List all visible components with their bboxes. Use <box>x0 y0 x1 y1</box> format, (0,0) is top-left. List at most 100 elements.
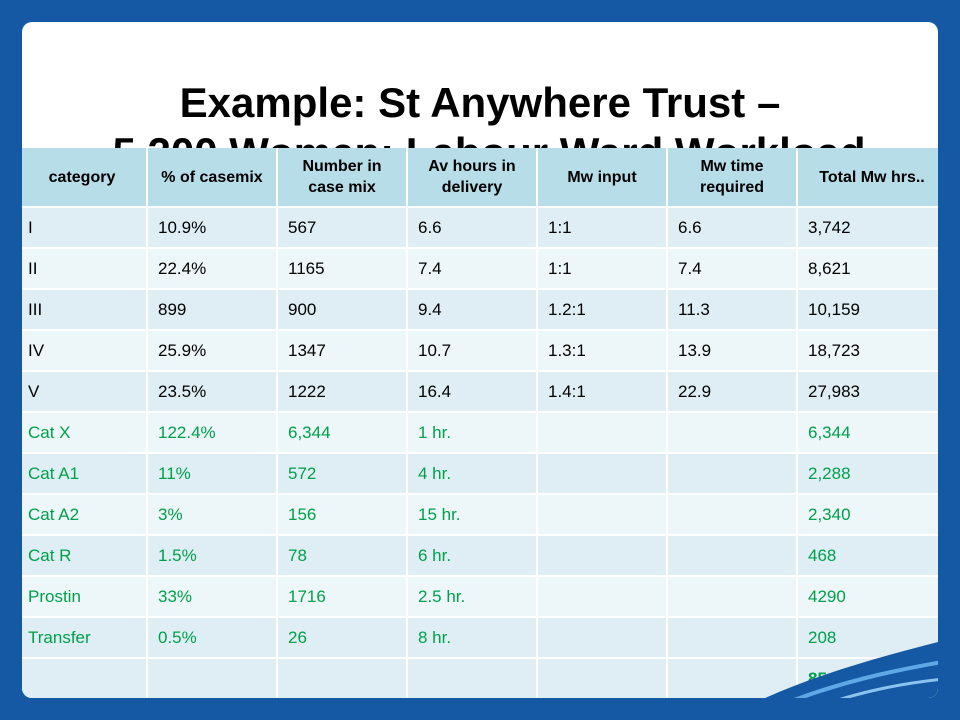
cell-number-case-mix: 6,344 <box>278 413 408 454</box>
table-header-row: category % of casemix Number in case mix… <box>22 148 938 208</box>
cell-total-mw-hrs: 27,983 <box>798 372 938 413</box>
table-total-row: 85,166 hrs.. <box>22 659 938 698</box>
cell-total-mw-hrs: 6,344 <box>798 413 938 454</box>
cell-av-hours: 2.5 hr. <box>408 577 538 618</box>
cell-mw-input: 1.4:1 <box>538 372 668 413</box>
cell-mw-input: 1:1 <box>538 208 668 249</box>
cell-av-hours: 7.4 <box>408 249 538 290</box>
title-line-1: Example: St Anywhere Trust – <box>179 79 781 127</box>
table-row: Prostin 33% 1716 2.5 hr. 4290 <box>22 577 938 618</box>
cell-number-case-mix: 1222 <box>278 372 408 413</box>
cell-mw-input <box>538 618 668 659</box>
cell-av-hours: 6 hr. <box>408 536 538 577</box>
total-empty-cell <box>668 659 798 698</box>
cell-av-hours: 10.7 <box>408 331 538 372</box>
cell-total-mw-hrs: 4290 <box>798 577 938 618</box>
workload-table-container: category % of casemix Number in case mix… <box>22 148 938 698</box>
cell-percent-casemix: 10.9% <box>148 208 278 249</box>
cell-mw-time <box>668 495 798 536</box>
table-row: II 22.4% 1165 7.4 1:1 7.4 8,621 <box>22 249 938 290</box>
cell-av-hours: 1 hr. <box>408 413 538 454</box>
cell-mw-input: 1.3:1 <box>538 331 668 372</box>
cell-mw-time: 7.4 <box>668 249 798 290</box>
cell-percent-casemix: 33% <box>148 577 278 618</box>
cell-av-hours: 6.6 <box>408 208 538 249</box>
cell-total-mw-hrs: 18,723 <box>798 331 938 372</box>
cell-mw-input: 1:1 <box>538 249 668 290</box>
cell-av-hours: 15 hr. <box>408 495 538 536</box>
cell-percent-casemix: 22.4% <box>148 249 278 290</box>
cell-mw-time <box>668 454 798 495</box>
workload-table: category % of casemix Number in case mix… <box>22 148 938 698</box>
header-total-mw-hrs: Total Mw hrs.. <box>798 148 938 208</box>
header-mw-input: Mw input <box>538 148 668 208</box>
cell-mw-time: 22.9 <box>668 372 798 413</box>
table-body: I 10.9% 567 6.6 1:1 6.6 3,742 II 22.4% 1165 7.4 1:1… <box>22 208 938 659</box>
header-number-case-mix: Number in case mix <box>278 148 408 208</box>
cell-mw-input <box>538 454 668 495</box>
cell-number-case-mix: 156 <box>278 495 408 536</box>
cell-av-hours: 4 hr. <box>408 454 538 495</box>
total-empty-cell <box>278 659 408 698</box>
cell-number-case-mix: 1347 <box>278 331 408 372</box>
total-empty-cell <box>22 659 148 698</box>
cell-av-hours: 8 hr. <box>408 618 538 659</box>
cell-category: Transfer <box>22 618 148 659</box>
cell-total-mw-hrs: 3,742 <box>798 208 938 249</box>
cell-percent-casemix: 3% <box>148 495 278 536</box>
cell-mw-input <box>538 536 668 577</box>
table-row: I 10.9% 567 6.6 1:1 6.6 3,742 <box>22 208 938 249</box>
cell-mw-input <box>538 413 668 454</box>
cell-category: Prostin <box>22 577 148 618</box>
cell-category: II <box>22 249 148 290</box>
header-category: category <box>22 148 148 208</box>
cell-number-case-mix: 572 <box>278 454 408 495</box>
header-mw-time: Mw time required <box>668 148 798 208</box>
cell-av-hours: 9.4 <box>408 290 538 331</box>
header-percent-casemix: % of casemix <box>148 148 278 208</box>
cell-number-case-mix: 900 <box>278 290 408 331</box>
cell-category: Cat A1 <box>22 454 148 495</box>
cell-total-mw-hrs: 8,621 <box>798 249 938 290</box>
cell-category: Cat A2 <box>22 495 148 536</box>
header-av-hours: Av hours in delivery <box>408 148 538 208</box>
cell-category: IV <box>22 331 148 372</box>
cell-total-mw-hrs: 2,288 <box>798 454 938 495</box>
cell-mw-input <box>538 577 668 618</box>
cell-percent-casemix: 0.5% <box>148 618 278 659</box>
cell-number-case-mix: 26 <box>278 618 408 659</box>
cell-category: I <box>22 208 148 249</box>
cell-mw-time: 13.9 <box>668 331 798 372</box>
cell-percent-casemix: 23.5% <box>148 372 278 413</box>
cell-mw-time <box>668 577 798 618</box>
slide-card: Example: St Anywhere Trust – 5,200 Women… <box>22 22 938 698</box>
cell-percent-casemix: 899 <box>148 290 278 331</box>
table-row: Cat X 122.4% 6,344 1 hr. 6,344 <box>22 413 938 454</box>
cell-mw-input <box>538 495 668 536</box>
cell-category: III <box>22 290 148 331</box>
cell-av-hours: 16.4 <box>408 372 538 413</box>
table-row: Cat A1 11% 572 4 hr. 2,288 <box>22 454 938 495</box>
cell-total-mw-hrs: 468 <box>798 536 938 577</box>
cell-mw-input: 1.2:1 <box>538 290 668 331</box>
table-row: Cat R 1.5% 78 6 hr. 468 <box>22 536 938 577</box>
cell-percent-casemix: 11% <box>148 454 278 495</box>
cell-number-case-mix: 1716 <box>278 577 408 618</box>
cell-mw-time: 6.6 <box>668 208 798 249</box>
table-row: IV 25.9% 1347 10.7 1.3:1 13.9 18,723 <box>22 331 938 372</box>
cell-category: V <box>22 372 148 413</box>
cell-percent-casemix: 122.4% <box>148 413 278 454</box>
cell-category: Cat X <box>22 413 148 454</box>
cell-percent-casemix: 1.5% <box>148 536 278 577</box>
cell-number-case-mix: 1165 <box>278 249 408 290</box>
cell-total-mw-hrs: 10,159 <box>798 290 938 331</box>
cell-number-case-mix: 78 <box>278 536 408 577</box>
table-row: V 23.5% 1222 16.4 1.4:1 22.9 27,983 <box>22 372 938 413</box>
cell-percent-casemix: 25.9% <box>148 331 278 372</box>
cell-mw-time <box>668 618 798 659</box>
total-empty-cell <box>148 659 278 698</box>
cell-category: Cat R <box>22 536 148 577</box>
total-empty-cell <box>538 659 668 698</box>
cell-number-case-mix: 567 <box>278 208 408 249</box>
cell-mw-time <box>668 536 798 577</box>
